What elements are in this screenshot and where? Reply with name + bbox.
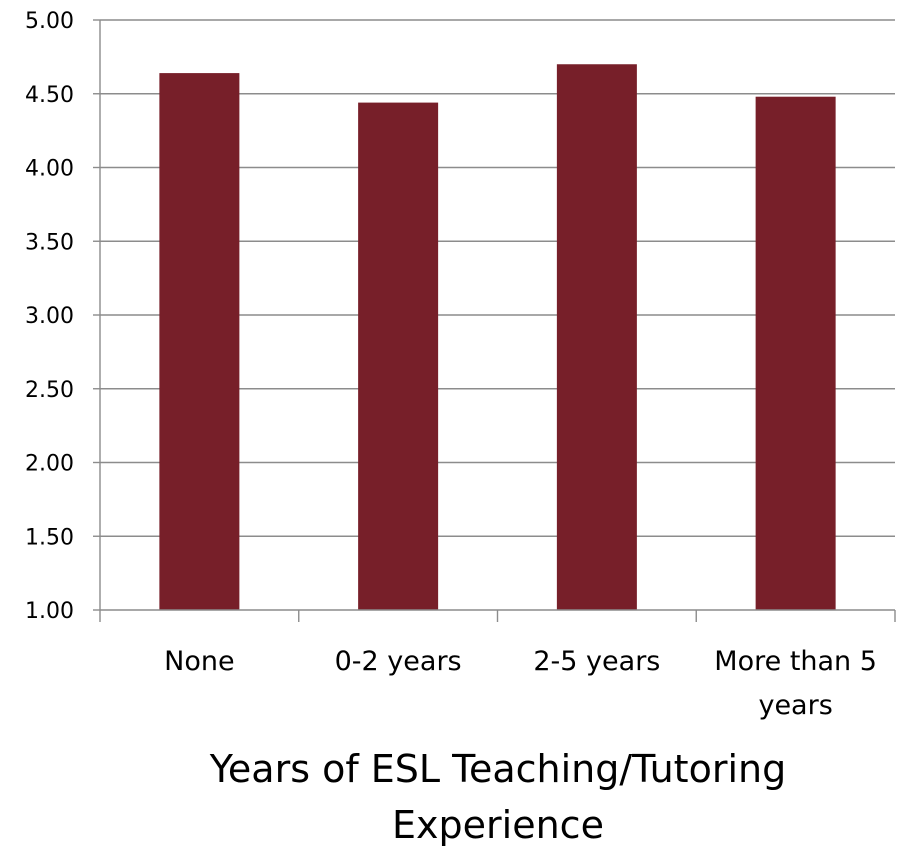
y-tick-label: 4.50 <box>25 83 74 108</box>
x-tick-label-line: 0-2 years <box>335 646 462 677</box>
bar <box>358 102 439 610</box>
x-tick-label-line: years <box>758 690 832 721</box>
axes <box>93 19 896 622</box>
bars <box>159 64 836 611</box>
x-tick-label: 2-5 years <box>533 646 660 677</box>
y-tick-label: 1.00 <box>25 599 74 624</box>
y-tick-label: 2.00 <box>25 452 74 477</box>
bar <box>556 64 637 610</box>
x-tick-label: 0-2 years <box>335 646 462 677</box>
x-tick-label: None <box>164 646 234 677</box>
x-tick-label-line: More than 5 <box>714 646 877 677</box>
x-axis-title-line: Experience <box>392 803 604 847</box>
y-tick-label: 5.00 <box>25 9 74 34</box>
y-tick-label: 4.00 <box>25 157 74 182</box>
x-axis-title: Years of ESL Teaching/Tutoring Experience <box>209 747 786 847</box>
bar <box>755 96 836 610</box>
bar <box>159 73 240 611</box>
y-axis-tick-labels: 1.00 1.50 2.00 2.50 3.00 3.50 4.00 4.50 5.00 <box>25 9 74 624</box>
x-tick-label-line: 2-5 years <box>533 646 660 677</box>
x-axis-tick-labels: None 0-2 years 2-5 years More than 5 years <box>164 646 877 721</box>
y-tick-label: 2.50 <box>25 378 74 403</box>
x-tick-label-line: None <box>164 646 234 677</box>
y-tick-label: 3.50 <box>25 230 74 255</box>
y-tick-label: 1.50 <box>25 525 74 550</box>
x-tick-label: More than 5 years <box>714 646 877 721</box>
y-tick-label: 3.00 <box>25 304 74 329</box>
x-axis-title-line: Years of ESL Teaching/Tutoring <box>209 747 786 791</box>
